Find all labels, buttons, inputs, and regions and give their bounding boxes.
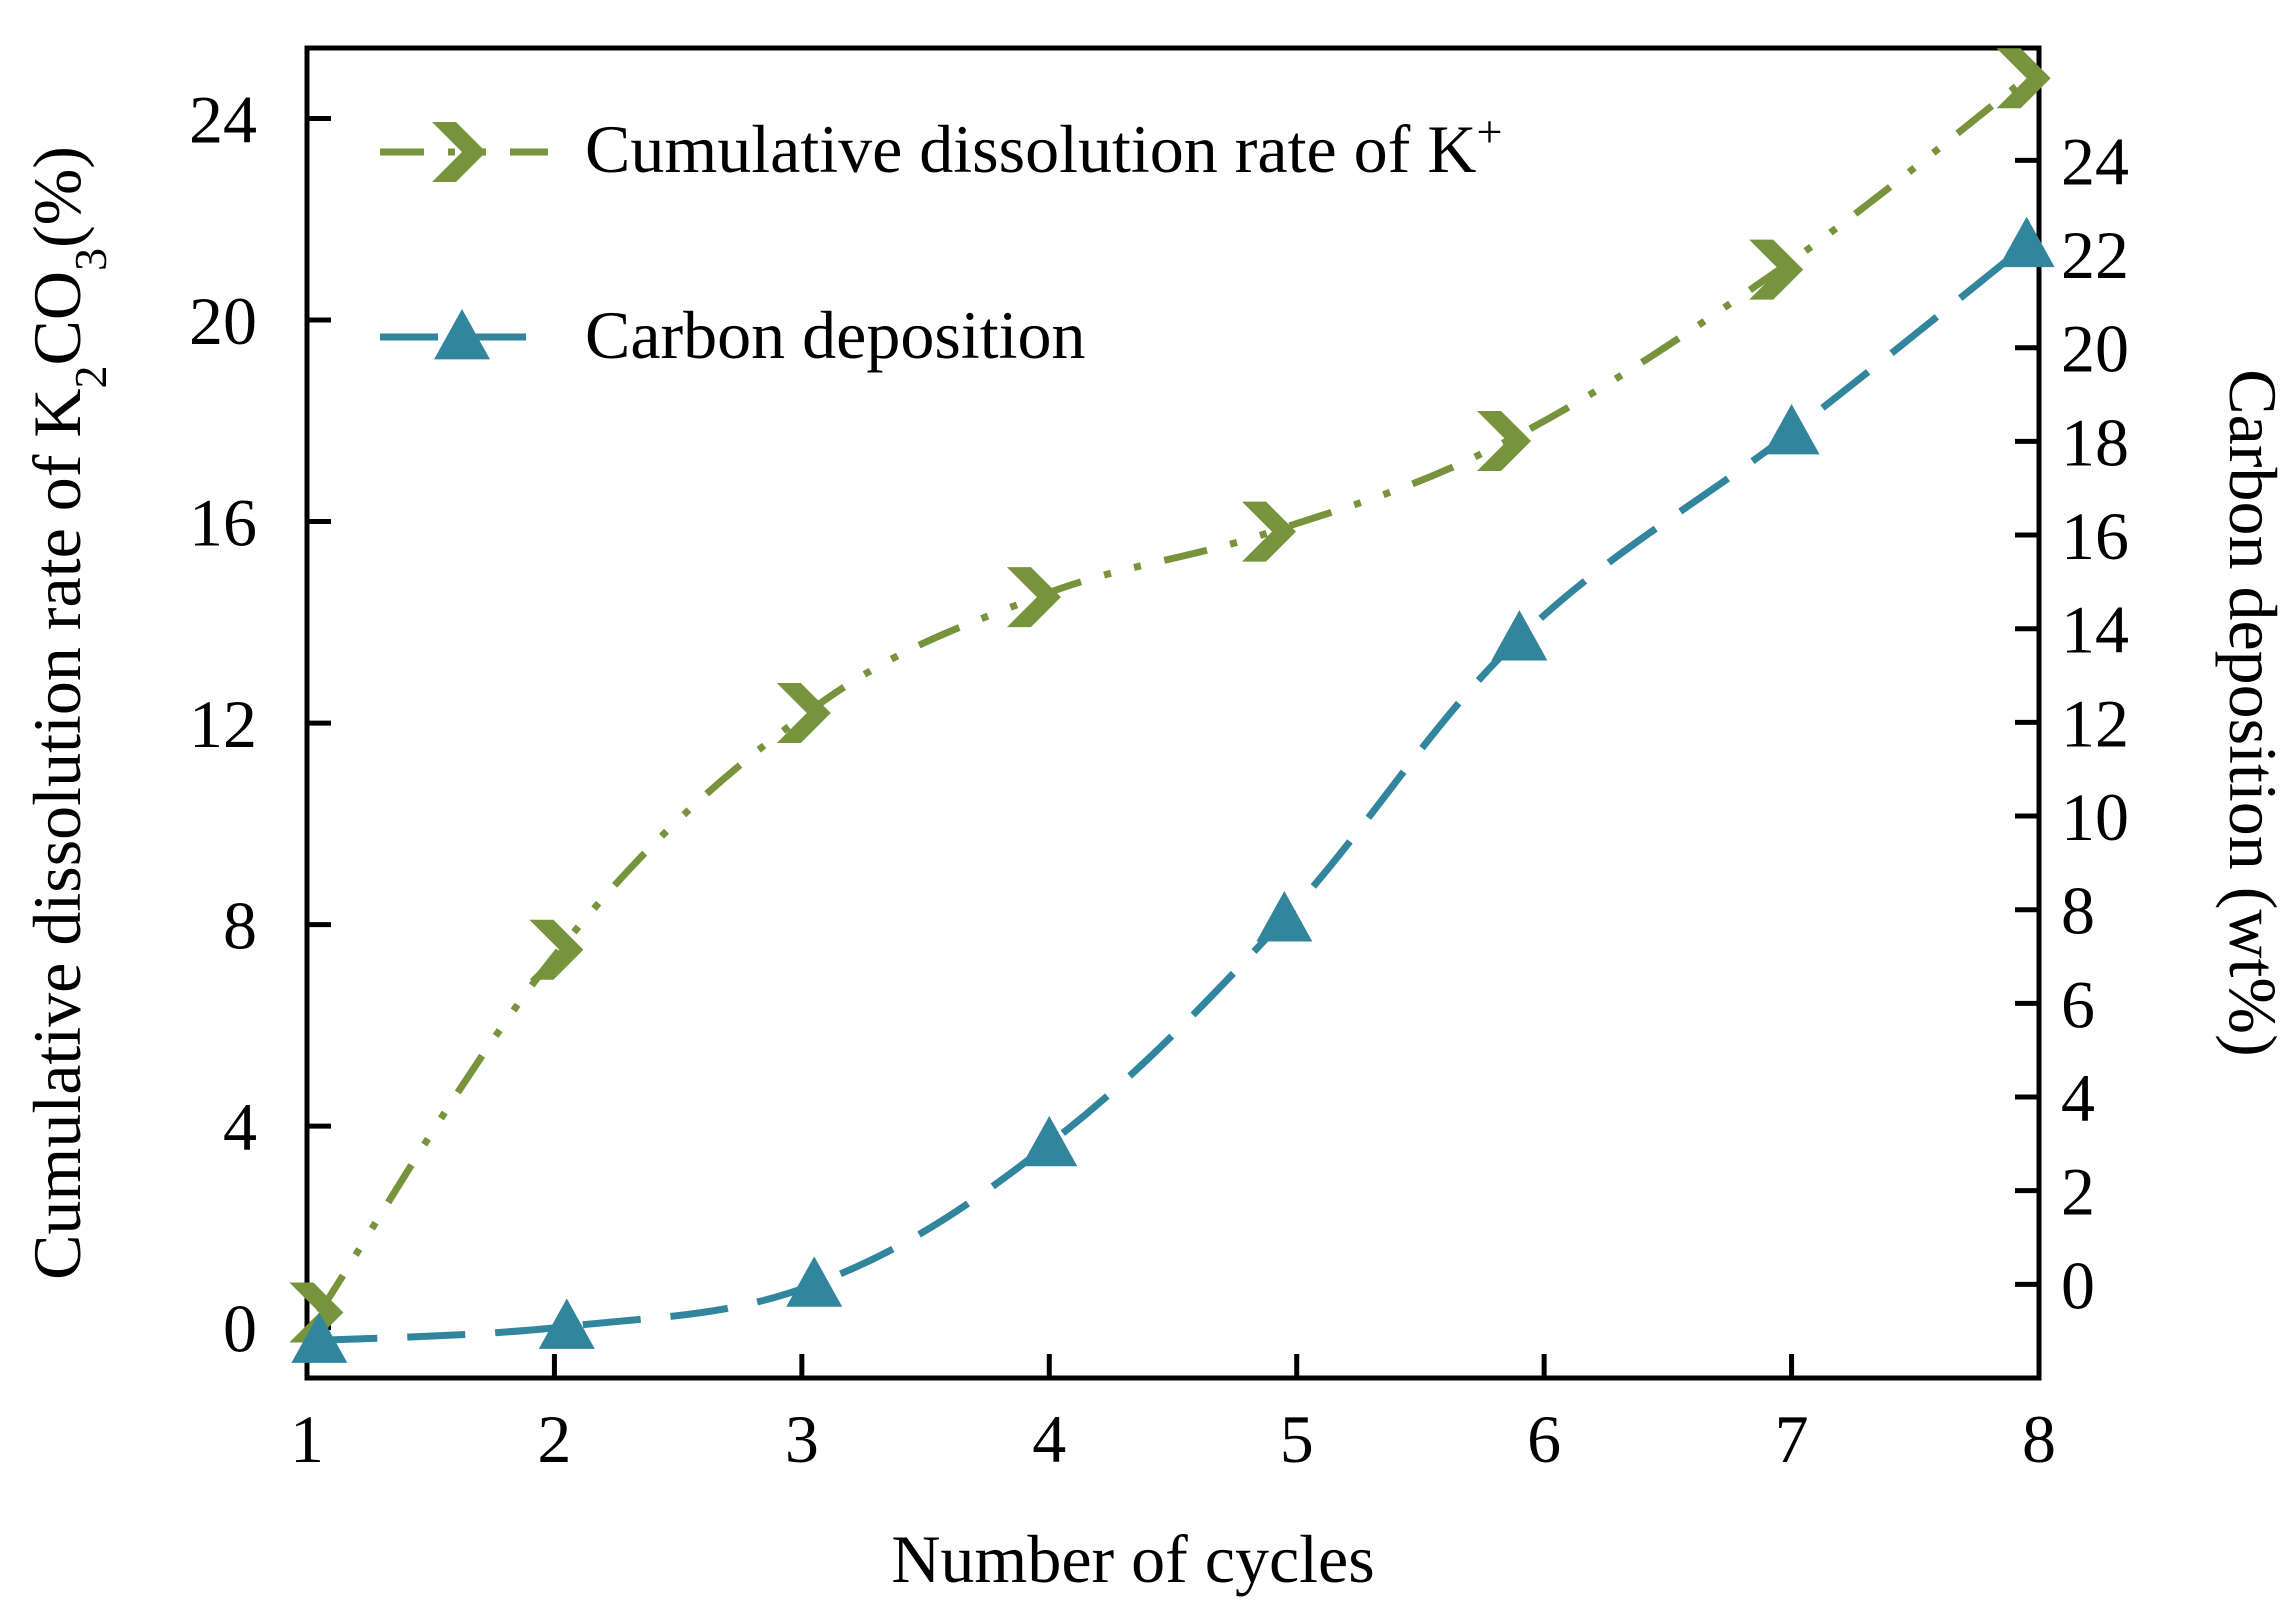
x-tick-label: 2 — [537, 1401, 571, 1477]
data-point-carbon — [786, 1256, 843, 1307]
data-point-dissolution — [776, 683, 831, 743]
series-markers — [289, 48, 2055, 1363]
y-left-title-sub-2: 3 — [65, 248, 116, 271]
y-right-tick-label: 24 — [2061, 123, 2129, 199]
data-point-carbon — [1021, 1115, 1078, 1167]
y-left-title-part-1: Cumulative dissolution rate of K — [19, 388, 95, 1279]
y-left-tick-label: 8 — [223, 888, 257, 964]
y-left-axis-title: Cumulative dissolution rate of K2CO3(%) — [19, 146, 116, 1280]
data-point-dissolution — [1996, 48, 2051, 109]
legend-marker — [434, 309, 490, 360]
y-left-axis-ticks: 0 4 8 12 16 20 24 — [189, 82, 331, 1367]
plot-frame — [304, 45, 2042, 1381]
series-line-dissolution — [316, 75, 2029, 1315]
y-left-tick-label: 20 — [189, 283, 257, 359]
y-left-tick-label: 16 — [189, 485, 257, 561]
y-right-tick-label: 22 — [2061, 217, 2129, 293]
y-right-tick-label: 4 — [2061, 1060, 2095, 1136]
y-left-title-part-3: (%) — [19, 146, 95, 248]
x-tick-label: 1 — [290, 1401, 324, 1477]
y-right-tick-label: 12 — [2061, 685, 2129, 761]
y-right-tick-label: 16 — [2061, 498, 2129, 574]
y-left-tick-label: 4 — [223, 1089, 257, 1165]
y-right-tick-label: 18 — [2061, 404, 2129, 480]
x-tick-label: 7 — [1775, 1401, 1809, 1477]
x-axis-ticks: 1 2 3 4 5 6 7 8 — [290, 1354, 2056, 1477]
x-tick-label: 3 — [785, 1401, 819, 1477]
data-point-carbon — [1256, 891, 1313, 942]
legend-line-dissolution — [380, 122, 548, 182]
y-right-tick-label: 8 — [2061, 873, 2095, 949]
y-right-tick-label: 20 — [2061, 311, 2129, 387]
data-point-dissolution — [1477, 410, 1532, 471]
y-right-tick-label: 0 — [2061, 1247, 2095, 1323]
legend: Cumulative dissolution rate of K+ Carbon… — [380, 106, 1502, 373]
y-left-title-sub-1: 2 — [65, 365, 116, 388]
data-point-dissolution — [1749, 239, 1804, 300]
y-right-axis-title: Carbon deposition (wt%) — [2215, 369, 2290, 1056]
data-point-carbon — [1763, 404, 1820, 455]
y-left-tick-label: 24 — [189, 82, 257, 158]
y-left-title-part-2: CO — [19, 271, 95, 365]
x-tick-label: 4 — [1032, 1401, 1066, 1477]
legend-label-carbon: Carbon deposition — [585, 297, 1086, 373]
series-lines — [316, 75, 2029, 1345]
data-point-carbon — [1998, 216, 2055, 268]
legend-marker — [432, 122, 486, 182]
x-tick-label: 5 — [1280, 1401, 1314, 1477]
y-right-tick-label: 10 — [2061, 779, 2129, 855]
y-left-tick-label: 12 — [189, 686, 257, 762]
y-right-tick-label: 6 — [2061, 966, 2095, 1042]
series-line-carbon — [319, 241, 2029, 1345]
legend-line-carbon — [380, 309, 548, 360]
x-tick-label: 6 — [1527, 1401, 1561, 1477]
data-point-carbon — [291, 1312, 348, 1363]
y-left-tick-label: 0 — [223, 1291, 257, 1367]
x-tick-label: 8 — [2022, 1401, 2056, 1477]
y-right-tick-label: 2 — [2061, 1154, 2095, 1230]
legend-label-dissolution-text: Cumulative dissolution rate of K — [585, 111, 1476, 187]
y-right-tick-label: 14 — [2061, 592, 2129, 668]
data-point-dissolution — [1241, 501, 1296, 562]
x-axis-title: Number of cycles — [891, 1521, 1374, 1597]
data-point-dissolution — [1006, 567, 1061, 628]
legend-label-dissolution-sup: + — [1476, 106, 1502, 157]
data-point-dissolution — [529, 919, 584, 980]
data-point-carbon — [1491, 610, 1548, 661]
data-point-carbon — [538, 1298, 595, 1349]
legend-label-dissolution: Cumulative dissolution rate of K+ — [585, 106, 1502, 188]
